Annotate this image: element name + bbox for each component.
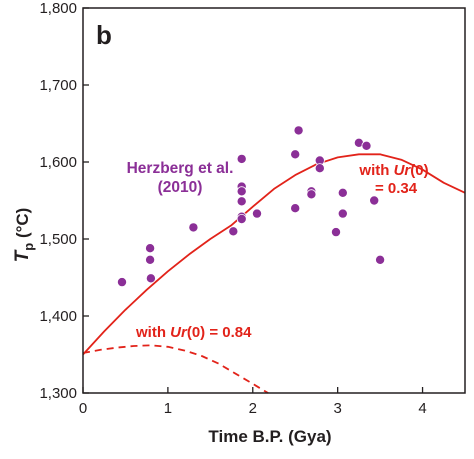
- curves-layer: [82, 153, 466, 394]
- y-tick-label: 1,500: [39, 231, 77, 248]
- curve-ur-084: [82, 344, 269, 394]
- x-tick-label: 4: [418, 400, 426, 417]
- data-point: [236, 186, 247, 197]
- curve-084-label-ur: Ur: [170, 324, 188, 341]
- y-tick-label: 1,600: [39, 154, 77, 171]
- ticks-layer: 0 1 2 3 4 1,300 1,400 1,500 1,600 1,700 1,800: [39, 0, 426, 417]
- data-point: [145, 254, 156, 265]
- x-tick-label: 0: [79, 400, 87, 417]
- y-tick-label: 1,700: [39, 77, 77, 94]
- data-point: [337, 187, 348, 198]
- curve-034-label-ur: Ur: [394, 162, 412, 179]
- data-point: [251, 208, 262, 219]
- curve-034-label-line1: with Ur(0): [358, 162, 428, 179]
- data-point: [314, 163, 325, 174]
- x-tick-label: 2: [249, 400, 257, 417]
- x-tick-label: 3: [333, 400, 341, 417]
- y-axis-title-sub: p: [21, 243, 36, 251]
- curve-084-label-rest: (0) = 0.84: [187, 324, 252, 341]
- y-tick-label: 1,300: [39, 385, 77, 402]
- data-point: [361, 140, 372, 151]
- data-point: [236, 213, 247, 224]
- data-point: [337, 208, 348, 219]
- data-point: [290, 203, 301, 214]
- data-point: [236, 196, 247, 207]
- y-axis-title-main: T: [12, 249, 33, 262]
- panel-label: b: [96, 20, 112, 50]
- data-point: [369, 195, 380, 206]
- y-tick-label: 1,800: [39, 0, 77, 17]
- curve-034-label-line2: = 0.34: [375, 180, 418, 197]
- y-axis-title: Tp (°C): [12, 208, 36, 263]
- y-axis-title-unit: (°C): [13, 208, 32, 243]
- data-point: [375, 254, 386, 265]
- data-point: [293, 125, 304, 136]
- data-point: [236, 153, 247, 164]
- data-point: [228, 226, 239, 237]
- data-point: [145, 273, 156, 284]
- herzberg-label-line2: (2010): [158, 179, 203, 196]
- data-point: [145, 243, 156, 254]
- curve-034-label-zero: (0): [410, 162, 428, 179]
- curve-084-label-with: with: [135, 324, 170, 341]
- curve-084-label: with Ur(0) = 0.84: [135, 324, 252, 341]
- x-tick-label: 1: [164, 400, 172, 417]
- data-point: [117, 277, 128, 288]
- herzberg-label-line1: Herzberg et al.: [127, 160, 234, 177]
- y-tick-label: 1,400: [39, 308, 77, 325]
- points-layer: [117, 125, 386, 288]
- data-point: [188, 222, 199, 233]
- data-point: [330, 227, 341, 238]
- curve-034-label-with: with: [358, 162, 393, 179]
- plot-frame: [82, 7, 466, 394]
- data-point: [290, 149, 301, 160]
- curve-ur-034: [82, 153, 466, 356]
- data-point: [306, 189, 317, 200]
- x-axis-title: Time B.P. (Gya): [208, 427, 331, 446]
